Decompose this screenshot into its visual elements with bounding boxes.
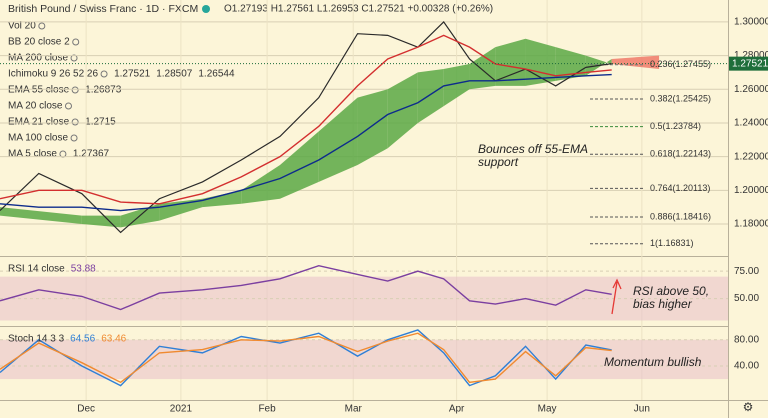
series-line xyxy=(0,34,612,205)
arrow xyxy=(611,278,622,315)
y-tick-label: 1.26000 xyxy=(734,84,768,95)
y-tick-label: 1.18000 xyxy=(734,219,768,230)
panel-value: 53.88 xyxy=(71,264,96,275)
annotation: Momentum bullish xyxy=(604,355,702,369)
fib-label: 0.764(1.20113) xyxy=(650,183,710,193)
series-line xyxy=(0,329,612,387)
eye-icon[interactable] xyxy=(38,22,46,30)
panel-label: Stoch 14 3 3 xyxy=(8,334,65,345)
price-tag-label: 1.27521 xyxy=(732,58,768,69)
series-line xyxy=(0,264,612,311)
legend-name: MA 5 close xyxy=(8,149,57,160)
price-tag xyxy=(729,56,768,71)
series-line xyxy=(0,332,612,384)
panel-value: 63.46 xyxy=(101,334,126,345)
fib-label: 0.5(1.23784) xyxy=(650,121,701,131)
annotation: Bounces off 55-EMA support xyxy=(478,142,588,169)
ichimoku-cloud xyxy=(81,215,121,228)
y-tick-label: 50.00 xyxy=(734,293,759,304)
fib-label: 1(1.16831) xyxy=(650,238,694,248)
panel-label: RSI 14 close xyxy=(8,264,65,275)
legend-name: Vol 20 xyxy=(8,21,36,32)
x-tick-label: Apr xyxy=(449,404,465,415)
ohlc: O1.27193 H1.27561 L1.26953 C1.27521 +0.0… xyxy=(224,4,493,15)
legend-name: MA 200 close xyxy=(8,53,68,64)
x-tick-label: May xyxy=(538,404,557,415)
legend-name: MA 100 close xyxy=(8,133,68,144)
y-tick-label: 1.22000 xyxy=(734,151,768,162)
ichimoku-cloud xyxy=(159,198,203,221)
x-tick-label: Jun xyxy=(634,404,650,415)
band xyxy=(0,339,728,380)
fib-label: 0.886(1.18416) xyxy=(650,211,711,221)
x-tick-label: Mar xyxy=(345,404,363,415)
annotation-line: bias higher xyxy=(633,297,693,311)
eye-icon[interactable] xyxy=(71,86,79,94)
series-line xyxy=(0,73,612,212)
legend-value: 1.2715 xyxy=(85,117,116,128)
ichimoku-cloud xyxy=(318,97,358,182)
x-tick-label: Dec xyxy=(77,404,95,415)
fib-label: 0.618(1.22143) xyxy=(650,149,711,159)
legend-name: EMA 21 close xyxy=(8,117,70,128)
y-tick-label: 1.28000 xyxy=(734,50,768,61)
y-tick-label: 1.30000 xyxy=(734,17,768,28)
eye-icon[interactable] xyxy=(70,54,78,62)
legend-value: 1.28507 xyxy=(156,69,193,80)
fib-label: 0.382(1.25425) xyxy=(650,93,711,103)
ichimoku-cloud xyxy=(387,72,418,149)
chart-title: British Pound / Swiss Franc · 1D · FXCM xyxy=(8,3,198,15)
ichimoku-cloud xyxy=(417,69,444,123)
eye-icon[interactable] xyxy=(70,134,78,142)
panel-value: 64.56 xyxy=(70,334,95,345)
y-tick-label: 1.20000 xyxy=(734,185,768,196)
annotation-line: support xyxy=(478,155,519,169)
y-tick-label: 75.00 xyxy=(734,266,759,277)
eye-icon[interactable] xyxy=(100,70,108,78)
legend-name: BB 20 close 2 xyxy=(8,37,70,48)
ichimoku-cloud xyxy=(357,89,388,166)
legend-name: Ichimoku 9 26 52 26 xyxy=(8,69,98,80)
ichimoku-cloud xyxy=(0,207,82,224)
ichimoku-cloud xyxy=(202,190,242,208)
legend-value: 1.27521 xyxy=(114,69,151,80)
ichimoku-cloud xyxy=(611,55,660,70)
y-tick-label: 80.00 xyxy=(734,334,759,345)
y-tick-label: 1.24000 xyxy=(734,118,768,129)
legend-value: 1.26544 xyxy=(198,69,235,80)
y-tick-label: 40.00 xyxy=(734,361,759,372)
eye-icon[interactable] xyxy=(72,38,80,46)
x-tick-label: Feb xyxy=(258,404,276,415)
annotation-line: Bounces off 55-EMA xyxy=(478,142,588,156)
ichimoku-cloud xyxy=(280,131,319,199)
status-dot xyxy=(202,5,210,13)
x-tick-label: 2021 xyxy=(170,404,193,415)
legend-name: EMA 55 close xyxy=(8,85,70,96)
ichimoku-cloud xyxy=(469,47,496,90)
annotation-line: RSI above 50, xyxy=(633,284,709,298)
ichimoku-cloud xyxy=(495,38,526,86)
settings-icon[interactable]: ⚙ xyxy=(743,400,754,414)
legend-name: MA 20 close xyxy=(8,101,63,112)
fib-label: 0.236(1.27455) xyxy=(650,59,711,69)
annotation: RSI above 50, bias higher xyxy=(633,284,709,311)
eye-icon[interactable] xyxy=(71,118,79,126)
legend-value: 1.26873 xyxy=(85,85,122,96)
ichimoku-cloud xyxy=(443,64,470,107)
legend-value: 1.27367 xyxy=(73,149,110,160)
eye-icon[interactable] xyxy=(64,102,72,110)
